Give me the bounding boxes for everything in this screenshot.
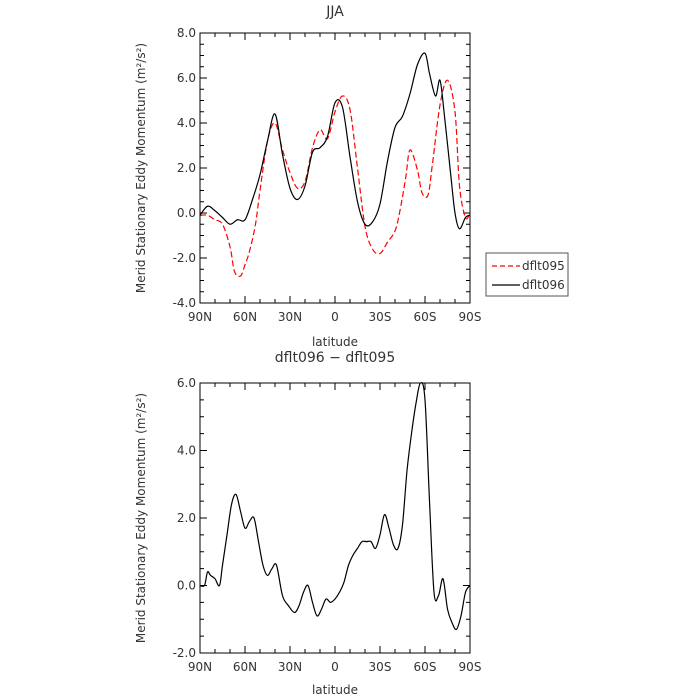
bottom-panel-y-tick-label: 0.0 [177, 579, 196, 593]
bottom-panel-series-line-series-0 [199, 382, 471, 631]
bottom-panel-y-tick-label: 2.0 [177, 511, 196, 525]
top-panel-series [199, 52, 471, 278]
top-panel: JJA 90N 60N 30N 0 30S 60S 90S -4.0 -2.0 0.0 2.0 4.… [134, 4, 569, 349]
bottom-panel-x-tick-label: 30N [278, 660, 302, 674]
top-panel-x-tick-label: 0 [331, 310, 339, 324]
bottom-panel-y-tick-label: -2.0 [173, 646, 196, 660]
bottom-panel-x-tick-label: 90N [188, 660, 212, 674]
bottom-panel: dflt096 − dflt095 90N 60N 30N 0 30S 60S 90S -2… [134, 350, 481, 697]
top-panel-x-tick-label: 60N [233, 310, 257, 324]
top-panel-x-axis-label: latitude [312, 335, 358, 349]
top-panel-x-tick-label: 90N [188, 310, 212, 324]
top-panel-frame [199, 32, 471, 304]
bottom-panel-frame [199, 382, 471, 654]
top-panel-x-tick-label: 30N [278, 310, 302, 324]
top-panel-series-line-dflt096 [199, 52, 471, 230]
legend-label-dflt096: dflt096 [522, 278, 565, 292]
bottom-panel-series [199, 382, 471, 631]
top-panel-x-tick-label: 30S [369, 310, 392, 324]
bottom-panel-x-tick-labels: 90N 60N 30N 0 30S 60S 90S [188, 660, 482, 674]
top-panel-y-tick-label: 6.0 [177, 71, 196, 85]
top-panel-y-tick-labels: -4.0 -2.0 0.0 2.0 4.0 6.0 8.0 [173, 26, 196, 310]
top-panel-x-tick-label: 90S [459, 310, 482, 324]
top-panel-y-tick-label: 8.0 [177, 26, 196, 40]
top-panel-title: JJA [325, 4, 344, 20]
legend: dflt095 dflt096 [485, 252, 569, 297]
bottom-panel-title: dflt096 − dflt095 [275, 350, 395, 366]
legend-label-dflt095: dflt095 [522, 259, 565, 273]
top-panel-y-tick-label: 0.0 [177, 206, 196, 220]
top-panel-x-tick-label: 60S [414, 310, 437, 324]
legend-box [485, 252, 569, 297]
bottom-panel-x-tick-label: 90S [459, 660, 482, 674]
top-panel-y-tick-label: -2.0 [173, 251, 196, 265]
top-panel-y-tick-label: 4.0 [177, 116, 196, 130]
bottom-panel-x-axis-label: latitude [312, 683, 358, 697]
top-panel-series-line-dflt095 [199, 79, 471, 278]
top-panel-y-axis-label: Merid Stationary Eddy Momentum (m²/s²) [134, 43, 148, 293]
bottom-panel-x-tick-label: 60N [233, 660, 257, 674]
bottom-panel-y-axis-label: Merid Stationary Eddy Momentum (m²/s²) [134, 393, 148, 643]
bottom-panel-x-tick-label: 0 [331, 660, 339, 674]
bottom-panel-x-tick-label: 60S [414, 660, 437, 674]
top-panel-y-tick-label: 2.0 [177, 161, 196, 175]
bottom-panel-ticks [199, 382, 471, 654]
bottom-panel-y-tick-label: 6.0 [177, 376, 196, 390]
top-panel-x-tick-labels: 90N 60N 30N 0 30S 60S 90S [188, 310, 482, 324]
bottom-panel-x-tick-label: 30S [369, 660, 392, 674]
bottom-panel-y-tick-labels: -2.0 0.0 2.0 4.0 6.0 [173, 376, 196, 660]
bottom-panel-y-tick-label: 4.0 [177, 444, 196, 458]
top-panel-y-tick-label: -4.0 [173, 296, 196, 310]
